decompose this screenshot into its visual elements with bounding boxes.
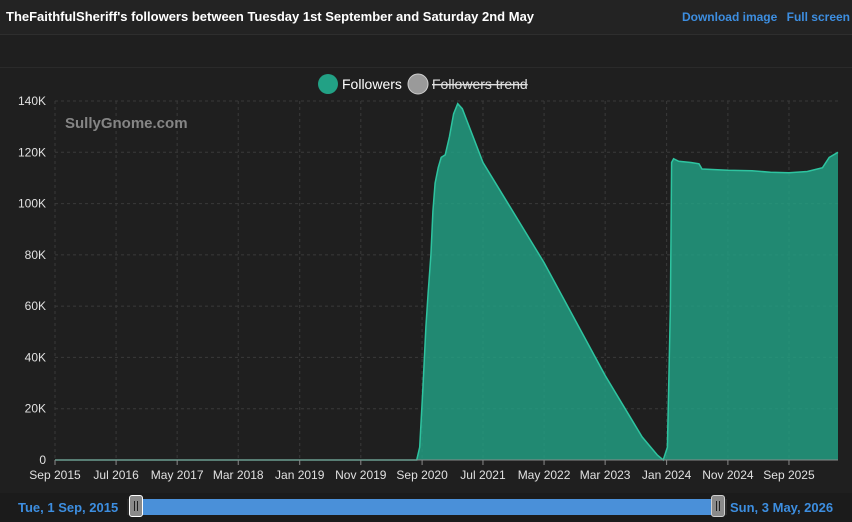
legend-followers-label[interactable]: Followers [342,76,402,92]
x-tick-label: Nov 2019 [335,468,387,482]
y-tick-label: 40K [25,350,46,364]
x-tick-label: Jul 2021 [460,468,506,482]
legend-trend-marker[interactable] [407,73,429,95]
range-start-label: Tue, 1 Sep, 2015 [18,500,119,515]
chart-header: TheFaithfulSheriff's followers between T… [0,0,852,35]
full-screen-link[interactable]: Full screen [786,10,850,24]
range-navigator: Tue, 1 Sep, 2015 Sun, 3 May, 2026 [0,493,852,522]
y-tick-label: 100K [18,197,46,211]
x-tick-label: Mar 2018 [213,468,264,482]
y-tick-label: 140K [18,94,46,108]
x-tick-label: Jul 2016 [93,468,139,482]
followers-line [55,102,839,462]
x-axis: Sep 2015 Jul 2016 May 2017 Mar 2018 Jan 2019… [29,459,838,482]
y-tick-label: 80K [25,248,46,262]
toolbar-strip [0,35,852,68]
watermark: SullyGnome.com [65,115,188,132]
x-tick-label: Sep 2025 [763,468,815,482]
chart-title: TheFaithfulSheriff's followers between T… [6,9,535,24]
y-tick-label: 120K [18,145,46,159]
x-tick-label: May 2017 [151,468,204,482]
legend-followers-marker[interactable] [318,74,338,94]
range-start-handle[interactable] [129,495,143,517]
plot-area [55,102,839,462]
x-tick-label: Nov 2024 [702,468,754,482]
x-tick-label: Mar 2023 [580,468,631,482]
download-image-link[interactable]: Download image [681,10,778,24]
y-tick-label: 0 [39,453,46,467]
legend-trend-label[interactable]: Followers trend [432,76,528,92]
range-selection[interactable] [136,499,718,515]
range-end-label: Sun, 3 May, 2026 [730,500,834,515]
followers-area [55,103,838,460]
x-tick-label: May 2022 [518,468,571,482]
followers-chart: 0 20K 40K 60K 80K 100K 120K 140K Sep 2015 Jul 20… [18,73,839,482]
x-tick-label: Sep 2020 [396,468,448,482]
x-tick-label: Sep 2015 [29,468,81,482]
range-end-handle[interactable] [711,495,725,517]
legend: Followers Followers trend [318,73,528,95]
y-tick-label: 20K [25,402,46,416]
y-tick-label: 60K [25,299,46,313]
x-tick-label: Jan 2019 [275,468,325,482]
y-axis: 0 20K 40K 60K 80K 100K 120K 140K [18,94,46,467]
header-actions: Download image Full screen [676,10,850,24]
x-tick-label: Jan 2024 [642,468,692,482]
